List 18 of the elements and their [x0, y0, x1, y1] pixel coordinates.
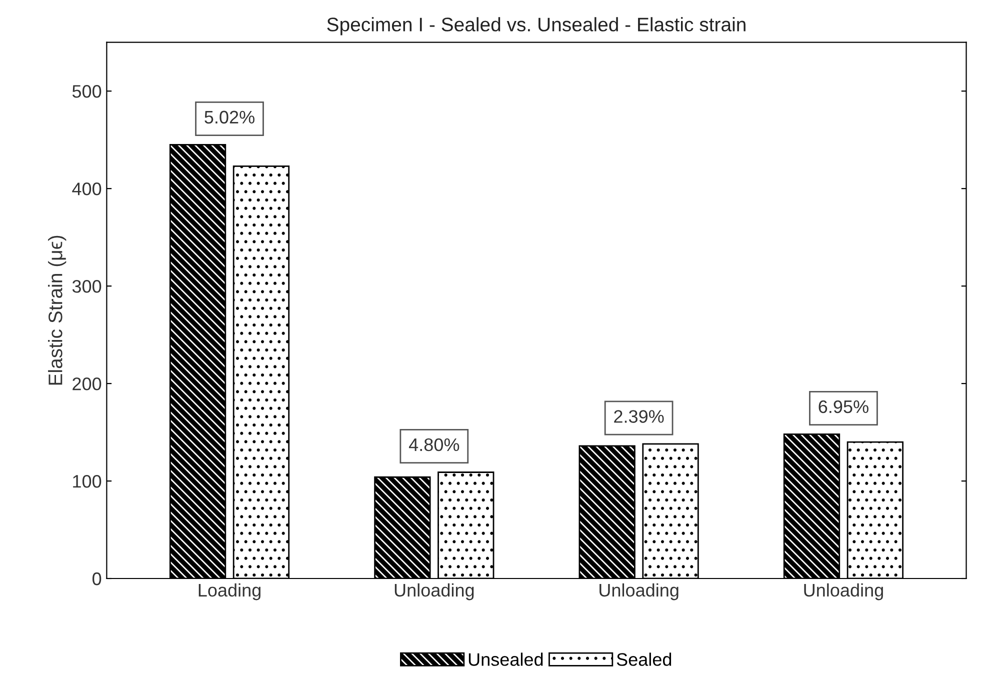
y-tick-label: 200 [72, 377, 102, 390]
chart-title: Specimen I - Sealed vs. Unsealed - Elastic strain [327, 17, 746, 36]
y-tick-label: 0 [92, 572, 102, 586]
legend-label: Sealed [616, 652, 672, 666]
annotation: 4.80% [408, 438, 460, 452]
x-tick-label: Unloading [394, 583, 474, 600]
annotation: 6.95% [818, 400, 868, 414]
annotation: 2.39% [614, 410, 664, 423]
x-tick-label: Loading [198, 583, 260, 600]
y-tick-label: 100 [73, 474, 102, 488]
x-tick-label: Unloading [600, 583, 678, 600]
y-tick-label: 300 [72, 280, 102, 293]
y-tick-label: 400 [72, 182, 102, 196]
y-tick-label: 500 [72, 85, 102, 98]
legend-label: Unsealed [468, 652, 543, 666]
y-axis-title: Elastic Strain (μϵ) [48, 236, 66, 385]
x-tick-label: Unloading [804, 583, 883, 600]
annotation: 5.02% [204, 110, 254, 124]
